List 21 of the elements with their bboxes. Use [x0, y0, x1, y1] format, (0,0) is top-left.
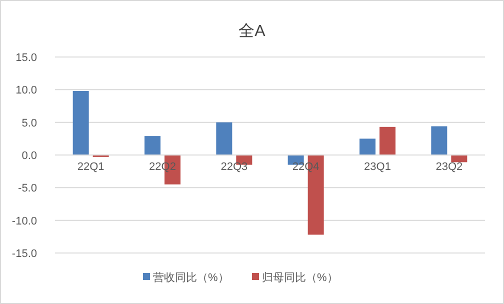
y-tick-label: -15.0	[12, 248, 37, 260]
bar	[451, 155, 468, 162]
bar	[380, 126, 396, 155]
y-tick-label: 10.0	[16, 84, 37, 97]
bar	[216, 122, 232, 155]
chart-title: 全A	[238, 23, 266, 40]
x-tick-label: 22Q3	[220, 161, 248, 173]
y-tick-label: -10.0	[12, 215, 37, 228]
x-tick-label: 23Q1	[364, 161, 391, 173]
y-tick-label: 0.0	[22, 150, 37, 162]
y-tick-label: 5.0	[22, 117, 37, 130]
bar	[431, 126, 448, 155]
x-tick-label: 23Q2	[436, 161, 463, 173]
y-tick-label: 15.0	[16, 52, 37, 64]
y-tick-label: -5.0	[18, 182, 37, 195]
legend-label: 营收同比（%）	[153, 271, 229, 284]
bar	[360, 138, 376, 155]
legend-label: 归母同比（%）	[262, 271, 338, 284]
x-tick-label: 22Q1	[77, 161, 104, 173]
bar	[144, 136, 160, 155]
bar	[72, 90, 89, 155]
